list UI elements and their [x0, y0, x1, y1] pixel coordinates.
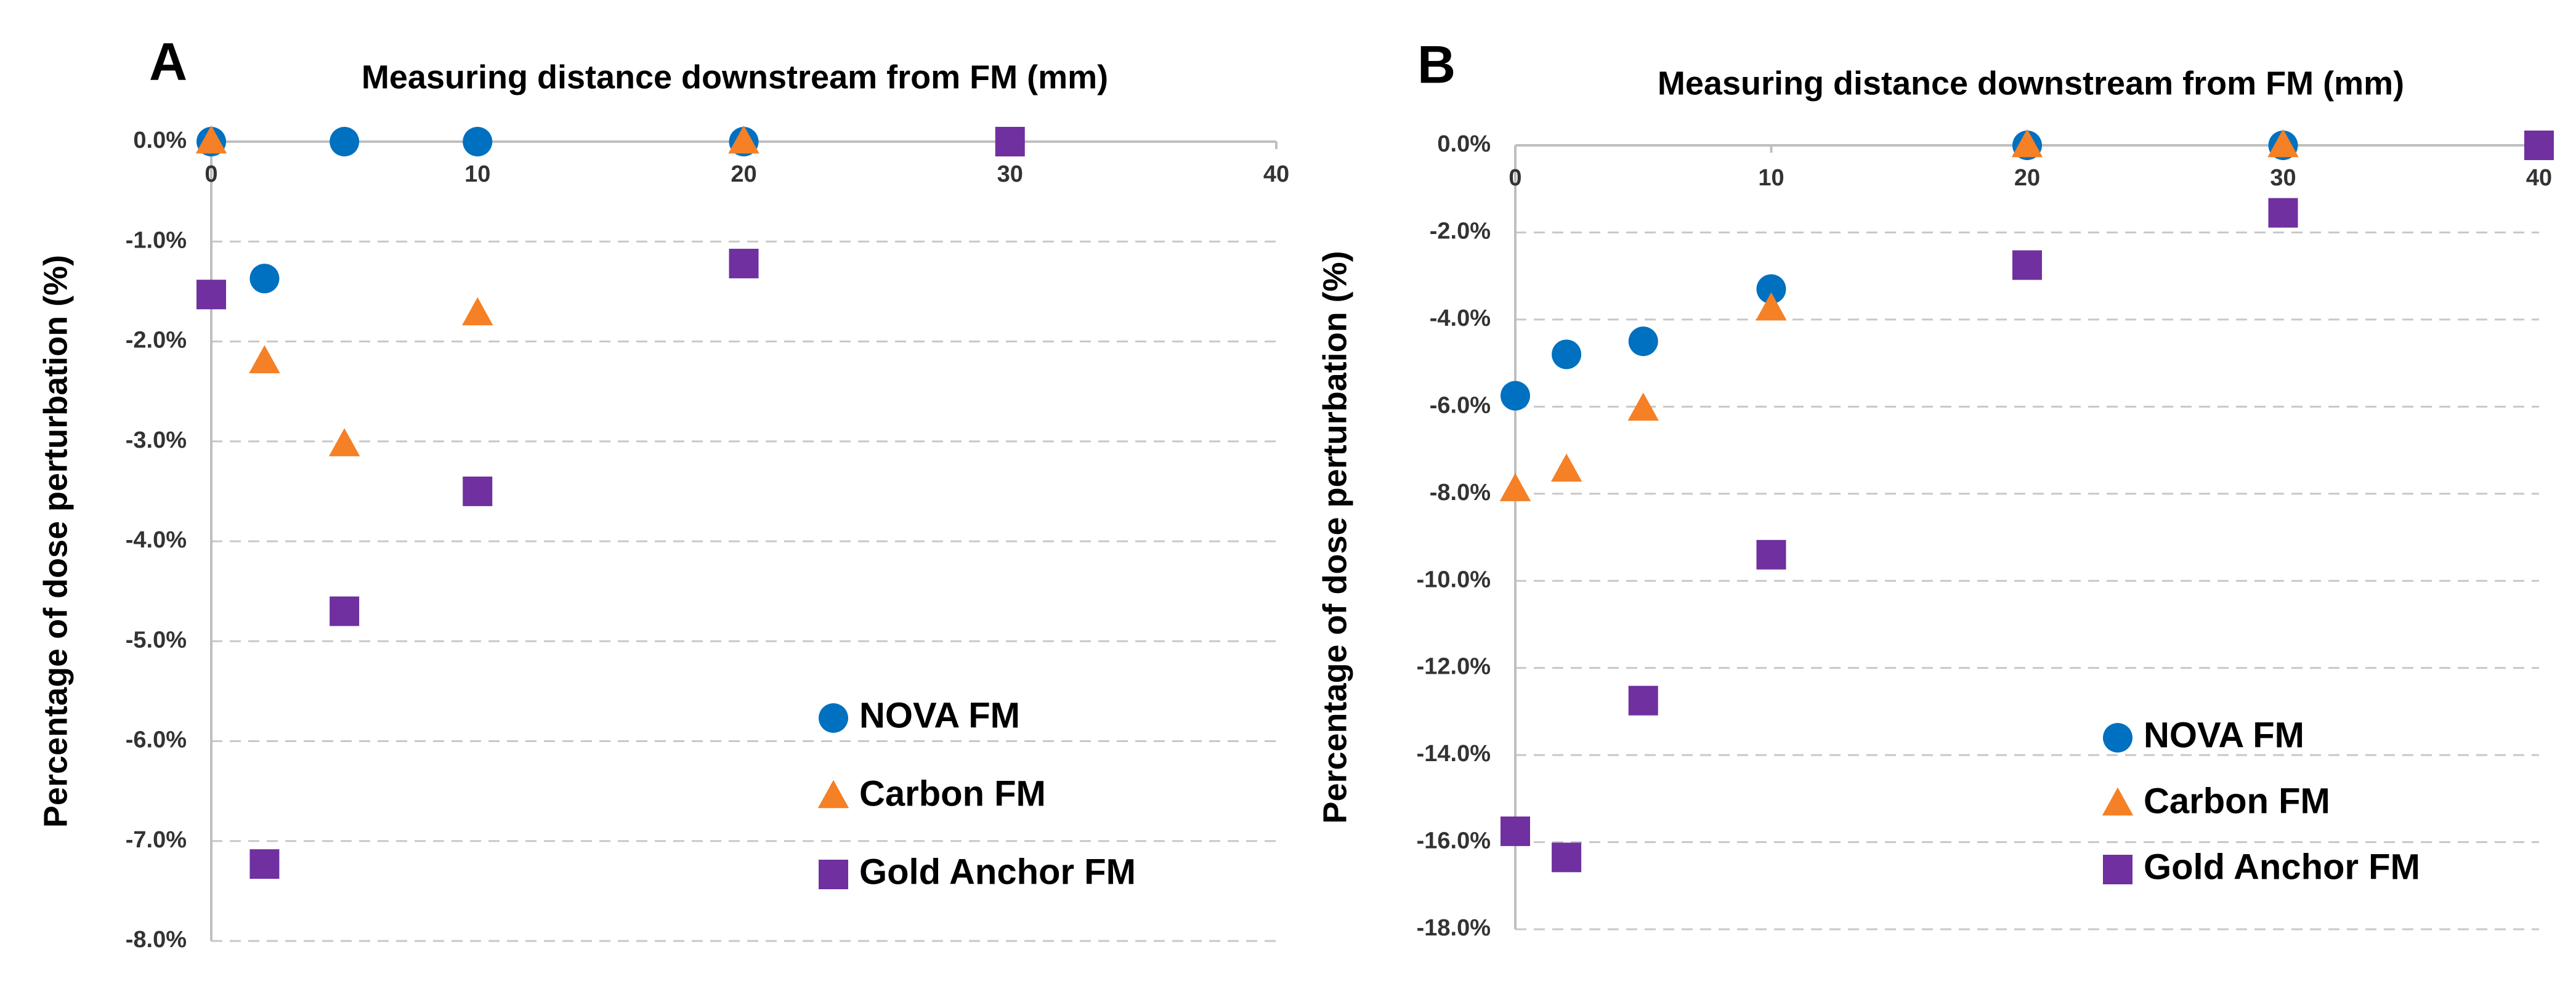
y-tick-label: -7.0%	[126, 827, 187, 853]
marker	[1501, 816, 1530, 846]
marker	[249, 264, 280, 294]
legend-label: Carbon FM	[859, 773, 1046, 813]
legend-marker	[2103, 855, 2132, 884]
marker	[2267, 129, 2299, 158]
marker	[2524, 131, 2554, 160]
marker	[330, 127, 360, 156]
y-tick-label: -14.0%	[1417, 741, 1491, 767]
y-tick-label: -5.0%	[126, 627, 187, 653]
x-axis-title: Measuring distance downstream from FM (m…	[362, 59, 1108, 95]
marker	[462, 297, 493, 326]
marker	[195, 125, 227, 154]
panel-label: A	[149, 33, 187, 92]
y-tick-label: -1.0%	[126, 227, 187, 253]
marker	[729, 248, 759, 278]
x-tick-label: 40	[1263, 161, 1289, 187]
y-tick-label: -2.0%	[126, 328, 187, 353]
marker	[249, 345, 280, 374]
marker	[1501, 381, 1530, 411]
marker	[1552, 842, 1582, 873]
x-tick-label: 20	[731, 161, 756, 187]
y-tick-label: -6.0%	[126, 727, 187, 753]
x-tick-label: 0	[205, 161, 217, 187]
x-tick-label: 40	[2526, 165, 2552, 191]
legend-marker	[819, 703, 848, 733]
y-tick-label: -4.0%	[1430, 305, 1491, 331]
y-tick-label: -12.0%	[1417, 654, 1491, 680]
marker	[1756, 292, 1787, 321]
marker	[2268, 198, 2298, 228]
y-tick-label: -10.0%	[1417, 567, 1491, 592]
y-tick-label: -8.0%	[1430, 480, 1491, 506]
legend-label: Carbon FM	[2144, 781, 2330, 821]
marker	[1550, 453, 1582, 482]
marker	[2012, 250, 2042, 280]
legend-marker	[2102, 787, 2134, 816]
y-axis-title: Percentage of dose perturbation (%)	[37, 255, 74, 828]
x-tick-label: 10	[1758, 165, 1784, 191]
chart-panel: B Measuring distance downstream from FM (…	[1316, 36, 2554, 941]
y-tick-label: 0.0%	[1437, 131, 1491, 157]
legend-marker	[2103, 723, 2132, 753]
legend-marker	[819, 860, 848, 889]
y-tick-label: -16.0%	[1417, 828, 1491, 854]
marker	[1628, 326, 1658, 357]
y-tick-label: -8.0%	[126, 927, 187, 953]
x-tick-label: 30	[2270, 165, 2296, 191]
marker	[1499, 473, 1531, 501]
marker	[995, 127, 1025, 156]
y-tick-label: -3.0%	[126, 427, 187, 453]
x-tick-label: 30	[997, 161, 1023, 187]
y-tick-label: -4.0%	[126, 527, 187, 553]
legend-label: NOVA FM	[859, 695, 1020, 735]
marker	[728, 125, 759, 154]
y-axis-title: Percentage of dose perturbation (%)	[1316, 251, 1353, 823]
legend-label: NOVA FM	[2144, 715, 2304, 755]
marker	[1552, 339, 1582, 369]
marker	[330, 596, 360, 626]
marker	[463, 476, 493, 506]
x-axis-title: Measuring distance downstream from FM (m…	[1658, 65, 2404, 102]
x-tick-label: 20	[2014, 165, 2040, 191]
marker	[196, 280, 226, 310]
legend-label: Gold Anchor FM	[2144, 847, 2420, 887]
chart-panel: A Measuring distance downstream from FM (…	[37, 33, 1289, 953]
marker	[249, 849, 280, 879]
y-tick-label: 0.0%	[133, 127, 187, 153]
marker	[1628, 685, 1658, 716]
marker	[1756, 539, 1786, 570]
y-tick-label: -18.0%	[1417, 915, 1491, 941]
panel-label: B	[1417, 36, 1456, 95]
y-tick-label: -6.0%	[1430, 392, 1491, 418]
marker	[2011, 129, 2043, 158]
y-tick-label: -2.0%	[1430, 218, 1491, 244]
legend-marker	[817, 780, 849, 809]
legend-label: Gold Anchor FM	[859, 852, 1136, 892]
marker	[463, 127, 493, 156]
x-tick-label: 10	[464, 161, 490, 187]
marker	[1627, 392, 1659, 421]
marker	[328, 428, 360, 456]
marker	[1756, 274, 1786, 304]
x-tick-label: 0	[1509, 165, 1521, 191]
